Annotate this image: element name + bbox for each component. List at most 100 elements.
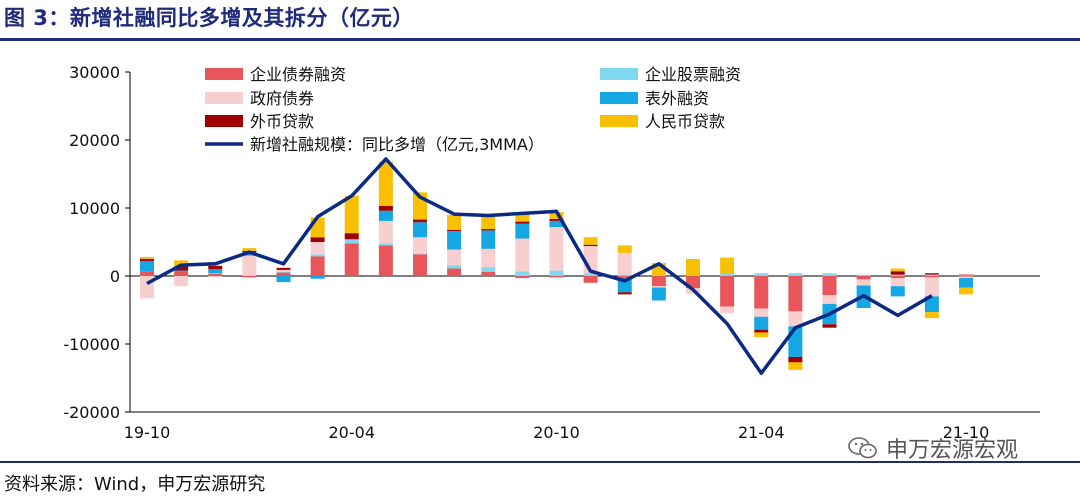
watermark-text: 申万宏源宏观 [886, 438, 1019, 463]
bar-segment [720, 257, 735, 274]
bar-segment [754, 332, 769, 338]
bar-segment [651, 276, 666, 287]
bar-segment [686, 259, 700, 276]
bar-segment [344, 243, 359, 276]
bar-segment [447, 249, 462, 266]
footer-divider [0, 461, 1080, 463]
x-tick-label: 21-04 [738, 423, 785, 442]
bar-segment [378, 243, 393, 246]
legend-swatch [600, 92, 638, 104]
bar-segment [924, 276, 939, 278]
bar-segment [890, 286, 905, 297]
bar-segment [140, 259, 154, 262]
source-note: 资料来源：Wind，申万宏源研究 [4, 474, 266, 495]
bar-segment [822, 273, 837, 276]
bar-segment [481, 267, 496, 272]
bar-segment [959, 278, 973, 288]
bar-segment [720, 273, 735, 276]
bar-segment [788, 326, 803, 357]
title-divider [0, 38, 1080, 41]
legend-label: 企业债券融资 [250, 65, 346, 84]
bar-segment [720, 306, 735, 314]
bar-segment [651, 286, 666, 288]
chart-line [146, 157, 933, 375]
bar-segment [276, 267, 291, 270]
legend-label: 外币贷款 [250, 112, 314, 131]
bar-segment [890, 276, 905, 279]
bar-segment [174, 266, 189, 271]
bar-segment [583, 273, 598, 276]
bar-segment [754, 316, 769, 330]
bar-segment [310, 256, 325, 276]
bar-segment [549, 220, 564, 228]
legend-swatch [205, 68, 243, 80]
bar-segment [174, 270, 189, 272]
chart-bars [140, 161, 973, 370]
bar-segment [924, 274, 939, 276]
bar-segment [378, 245, 393, 276]
y-tick-label: 0 [110, 267, 120, 286]
legend-label: 表外融资 [645, 89, 709, 108]
bar-segment [959, 276, 973, 277]
bar-segment [208, 265, 223, 270]
bar-segment [242, 255, 257, 276]
bar-segment [378, 220, 393, 244]
watermark: 申万宏源宏观 [848, 432, 1018, 464]
y-tick-label: 30000 [69, 63, 120, 82]
bar-segment [617, 252, 632, 275]
bar-segment [378, 161, 393, 206]
bar-segment [651, 287, 666, 301]
bar-segment [174, 271, 189, 276]
bar-segment [481, 229, 496, 231]
bar-segment [617, 274, 632, 276]
legend-swatch [205, 92, 243, 104]
bar-segment [515, 223, 530, 239]
bar-segment [174, 276, 189, 287]
bar-segment [413, 237, 427, 254]
bar-segment [924, 296, 939, 313]
bar-segment [140, 271, 154, 276]
bar-segment [754, 273, 769, 276]
bar-segment [310, 254, 325, 257]
bar-segment [959, 275, 973, 276]
bar-segment [344, 195, 359, 234]
bar-segment [583, 237, 598, 245]
bar-segment [549, 227, 564, 271]
bar-segment [276, 271, 291, 273]
bar-segment [856, 274, 871, 276]
bar-segment [822, 276, 837, 296]
bar-segment [447, 268, 462, 276]
bar-segment [447, 231, 462, 250]
bar-segment [754, 329, 769, 333]
legend-label: 人民币贷款 [645, 112, 725, 131]
bar-segment [515, 271, 530, 276]
bar-segment [617, 292, 632, 295]
bar-segment [959, 276, 973, 279]
bar-segment [447, 229, 462, 232]
bar-segment [617, 276, 632, 278]
bar-segment [788, 311, 803, 327]
bar-segment [788, 362, 803, 370]
bar-segment [651, 275, 666, 276]
bar-segment [481, 230, 496, 249]
x-tick-label: 20-10 [533, 423, 580, 442]
bar-segment [344, 239, 359, 244]
bar-segment [447, 265, 462, 269]
y-tick-label: 10000 [69, 199, 120, 218]
bar-segment [856, 279, 871, 286]
bar-segment [583, 244, 598, 247]
bar-segment [924, 312, 939, 319]
bar-segment [344, 233, 359, 240]
bar-segment [515, 213, 530, 222]
bar-segment [549, 212, 564, 219]
bar-segment [515, 221, 530, 224]
legend-label: 政府债券 [250, 89, 314, 108]
y-tick-label: -20000 [63, 403, 120, 422]
bar-segment [924, 277, 939, 297]
bar-segment [208, 273, 223, 274]
bar-segment [447, 214, 462, 230]
bar-segment [890, 271, 905, 275]
bar-segment [208, 273, 223, 276]
bar-segment [242, 248, 257, 251]
x-tick-label: 20-04 [329, 423, 376, 442]
